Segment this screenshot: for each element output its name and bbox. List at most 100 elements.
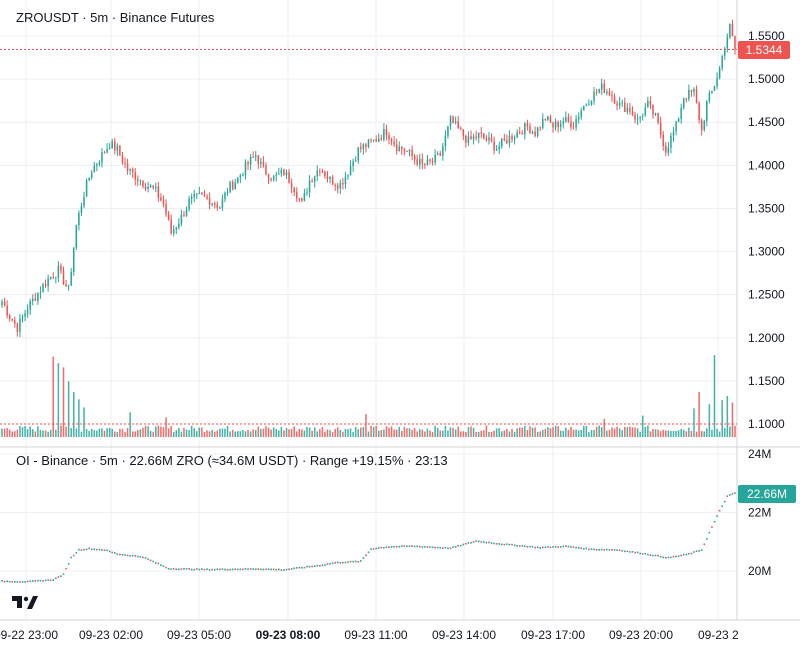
- candle-body: [129, 168, 131, 171]
- volume-bar: [652, 429, 654, 437]
- candle-body: [3, 301, 6, 306]
- candle-body: [731, 24, 734, 37]
- volume-bar: [6, 428, 8, 437]
- volume-bar: [706, 428, 708, 437]
- oi-point: [344, 561, 347, 564]
- oi-point: [644, 552, 647, 555]
- oi-point: [567, 545, 570, 548]
- volume-bar: [272, 427, 275, 437]
- candle-body: [536, 127, 539, 136]
- volume-bar: [193, 428, 195, 437]
- candle-body: [254, 155, 257, 157]
- candle-body: [175, 227, 178, 230]
- volume-bar: [588, 432, 590, 437]
- candle-body: [511, 135, 513, 140]
- tradingview-logo-icon[interactable]: TV: [0, 0, 38, 609]
- candle-body: [585, 104, 588, 106]
- candle-body: [467, 136, 470, 143]
- candle-body: [506, 139, 508, 144]
- oi-point: [301, 566, 303, 569]
- candle-body: [6, 305, 8, 316]
- candle-body: [695, 89, 698, 103]
- candle-body: [131, 168, 134, 173]
- oi-point: [154, 562, 157, 564]
- candle-body: [554, 121, 557, 128]
- oi-point: [398, 545, 401, 548]
- candle-body: [108, 148, 111, 150]
- volume-bar: [590, 430, 593, 437]
- oi-point: [306, 565, 308, 568]
- oi-point: [616, 549, 618, 551]
- volume-bar: [226, 425, 229, 437]
- candle-body: [583, 105, 585, 111]
- volume-bar: [175, 430, 178, 437]
- candle-body: [324, 171, 326, 177]
- oi-point: [439, 547, 442, 549]
- candle-body: [462, 129, 465, 137]
- oi-point: [472, 541, 475, 543]
- volume-bar: [285, 428, 288, 437]
- volume-bar: [280, 426, 283, 437]
- oi-point: [190, 568, 193, 571]
- volume-bar: [439, 430, 442, 437]
- oi-point: [480, 541, 483, 543]
- oi-point: [511, 543, 513, 546]
- candle-body: [183, 214, 185, 216]
- oi-point: [729, 494, 731, 496]
- candle-body: [598, 89, 600, 93]
- volume-bar: [188, 430, 190, 437]
- oi-point: [565, 545, 567, 547]
- price-tick-label: 1.3000: [748, 245, 785, 259]
- volume-bar: [647, 425, 649, 437]
- volume-bar: [1, 428, 3, 437]
- oi-point: [706, 538, 708, 540]
- volume-bar: [503, 430, 506, 437]
- candle-body: [103, 152, 106, 154]
- candle-body: [442, 146, 444, 156]
- oi-point: [372, 548, 375, 550]
- volume-bar: [416, 431, 418, 437]
- candle-body: [700, 120, 703, 130]
- candle-body: [490, 137, 493, 142]
- volume-bar: [329, 430, 331, 437]
- candle-body: [706, 101, 708, 121]
- oi-point: [534, 546, 536, 549]
- oi-point: [303, 566, 306, 569]
- volume-bar: [367, 431, 370, 437]
- candle-body: [167, 214, 170, 220]
- candle-body: [362, 144, 365, 149]
- volume-bar: [695, 431, 698, 437]
- oi-point: [247, 568, 249, 570]
- oi-point: [111, 551, 114, 554]
- volume-bar: [395, 429, 398, 437]
- candle-body: [401, 146, 403, 150]
- volume-bar: [711, 429, 713, 437]
- oi-point: [508, 543, 511, 546]
- candle-body: [444, 135, 447, 147]
- volume-bar: [3, 428, 6, 437]
- candle-body: [196, 193, 198, 195]
- volume-bar: [301, 429, 303, 437]
- volume-bar: [201, 427, 203, 437]
- volume-bar: [126, 428, 129, 437]
- oi-point: [403, 545, 406, 547]
- candle-body: [311, 180, 313, 183]
- volume-bar: [470, 426, 472, 437]
- candle-body: [529, 126, 531, 134]
- volume-bar: [729, 426, 731, 437]
- candle-body: [608, 91, 611, 95]
- candle-body: [377, 138, 380, 142]
- oi-point: [70, 556, 72, 559]
- volume-bar: [196, 431, 198, 437]
- candle-body: [375, 139, 377, 142]
- volume-bar: [431, 432, 434, 437]
- oi-point: [677, 555, 680, 557]
- candle-body: [600, 83, 603, 90]
- candle-body: [670, 135, 672, 148]
- candle-body: [572, 127, 575, 129]
- candle-body: [659, 122, 662, 135]
- candle-body: [139, 180, 142, 182]
- volume-bar: [657, 429, 659, 437]
- candle-body: [39, 292, 42, 294]
